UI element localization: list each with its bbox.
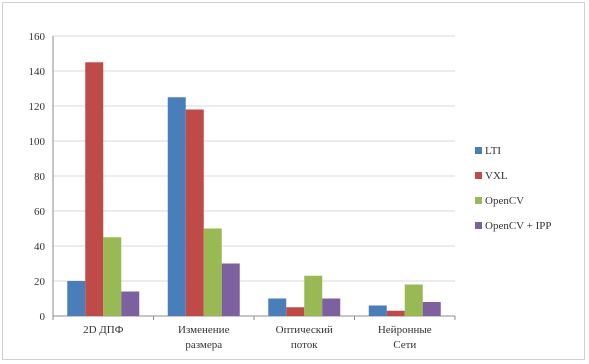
bar-opencv [203, 228, 222, 316]
y-tick-label: 80 [34, 171, 46, 183]
bar-lti [268, 298, 287, 316]
bar-lti [67, 281, 86, 316]
bar-vxl [386, 310, 405, 316]
y-tick-label: 40 [34, 241, 46, 253]
x-category-label: Оптический поток [276, 324, 333, 351]
legend-swatch [475, 222, 482, 229]
y-tick-label: 140 [29, 66, 46, 78]
bar-opencv [404, 284, 423, 316]
bar-chart: 0 20 40 60 80 100 120 140 160 2D ДПФ Изменение разм… [29, 31, 552, 351]
x-category-label: Изменение размера [178, 324, 230, 351]
y-tick-label: 60 [34, 206, 46, 218]
bar-vxl [286, 307, 305, 316]
bars [67, 62, 441, 316]
bar-opencv-ipp [121, 291, 140, 316]
y-tick-label: 120 [29, 101, 46, 113]
legend-label: VXL [485, 170, 508, 182]
legend-swatch [475, 147, 482, 154]
bar-vxl [185, 109, 204, 316]
legend-label: OpenCV [485, 195, 524, 207]
legend-label: OpenCV + IPP [485, 220, 552, 232]
bar-lti [368, 305, 387, 316]
legend-label: LTI [485, 145, 501, 157]
bar-vxl [85, 62, 104, 316]
bar-opencv-ipp [422, 302, 441, 316]
y-tick-label: 20 [34, 276, 46, 288]
legend-swatch [475, 172, 482, 179]
bar-opencv-ipp [221, 263, 240, 316]
y-tick-label: 0 [40, 311, 46, 323]
y-tick-label: 100 [29, 136, 46, 148]
x-category-label: 2D ДПФ [83, 324, 124, 336]
axis-labels: 0 20 40 60 80 100 120 140 160 2D ДПФ Изменение разм… [29, 31, 432, 351]
bar-opencv [103, 237, 122, 316]
bar-opencv-ipp [322, 298, 341, 316]
y-tick-label: 160 [29, 31, 46, 43]
legend: LTI VXL OpenCV OpenCV + IPP [475, 145, 552, 232]
x-category-label: Нейронные Сети [378, 324, 432, 351]
bar-opencv [304, 275, 323, 316]
chart-area: 0 20 40 60 80 100 120 140 160 2D ДПФ Изменение разм… [2, 2, 585, 360]
bar-lti [167, 97, 186, 316]
legend-swatch [475, 197, 482, 204]
